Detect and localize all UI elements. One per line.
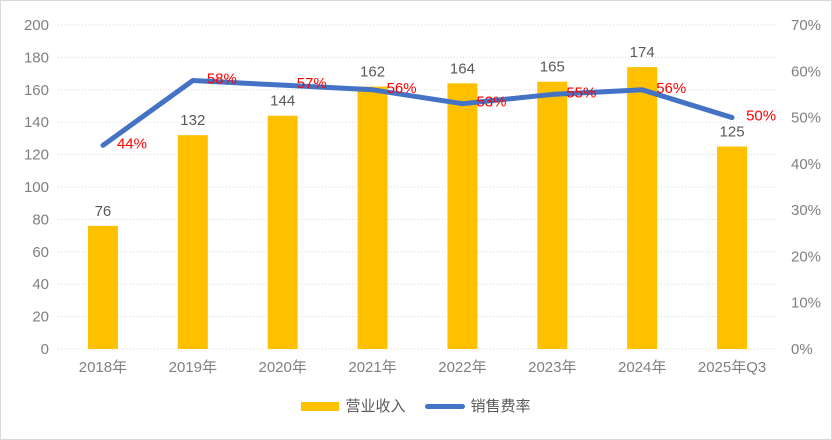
bar — [537, 81, 568, 349]
line-value-label: 44% — [117, 135, 147, 152]
line-value-label: 58% — [207, 71, 237, 88]
right-axis-tick-label: 60% — [791, 63, 821, 80]
bar-value-label: 132 — [180, 112, 205, 129]
legend-item-expense-rate: 销售费率 — [424, 398, 531, 415]
bar-value-label: 174 — [630, 44, 655, 61]
left-axis-tick-label: 160 — [24, 82, 49, 99]
left-axis-tick-label: 180 — [24, 49, 49, 66]
bar-value-label: 76 — [95, 203, 112, 220]
x-axis-tick-label: 2021年 — [348, 359, 396, 376]
line-value-label: 53% — [476, 94, 506, 111]
legend-label-revenue: 营业收入 — [345, 398, 406, 415]
bar-value-label: 125 — [720, 124, 745, 141]
bar-value-label: 144 — [270, 93, 295, 110]
bar — [267, 115, 298, 349]
left-axis-tick-label: 140 — [24, 114, 49, 131]
legend-item-revenue: 营业收入 — [301, 398, 406, 415]
x-axis-tick-label: 2023年 — [528, 359, 576, 376]
line-value-label: 57% — [297, 75, 327, 92]
left-axis-tick-label: 20 — [32, 309, 49, 326]
right-axis-tick-label: 70% — [791, 17, 821, 34]
bar — [447, 83, 478, 349]
chart-legend: 营业收入 销售费率 — [1, 399, 831, 414]
right-axis-tick-label: 20% — [791, 248, 821, 265]
line-value-label: 56% — [656, 80, 686, 97]
bar-value-label: 165 — [540, 59, 565, 76]
line-value-label: 55% — [566, 84, 596, 101]
expense-rate-line-swatch — [424, 404, 465, 409]
right-axis-tick-label: 0% — [791, 341, 813, 358]
x-axis-tick-label: 2025年Q3 — [698, 359, 766, 376]
series-line — [100, 78, 735, 148]
x-axis-tick-label: 2022年 — [438, 359, 486, 376]
left-axis-tick-label: 80 — [32, 211, 49, 228]
left-axis-tick-label: 0 — [41, 341, 49, 358]
left-axis-tick-label: 120 — [24, 147, 49, 164]
x-axis-tick-label: 2019年 — [169, 359, 217, 376]
left-axis-tick-label: 40 — [32, 276, 49, 293]
bar — [177, 135, 208, 349]
bar — [627, 67, 658, 350]
right-axis-tick-label: 50% — [791, 110, 821, 127]
bar-value-label: 164 — [450, 60, 475, 77]
legend-label-expense-rate: 销售费率 — [470, 398, 531, 415]
bar-value-label: 162 — [360, 64, 385, 81]
left-axis-tick-label: 200 — [24, 17, 49, 34]
line-value-label: 50% — [746, 108, 776, 125]
x-axis-tick-label: 2018年 — [79, 359, 127, 376]
x-axis-tick-label: 2024年 — [618, 359, 666, 376]
line-value-label: 56% — [387, 80, 417, 97]
bar — [87, 225, 118, 349]
right-axis-tick-label: 30% — [791, 202, 821, 219]
x-axis-tick-label: 2020年 — [259, 359, 307, 376]
bar — [357, 86, 388, 349]
right-axis-tick-label: 10% — [791, 295, 821, 312]
left-axis-tick-label: 60 — [32, 244, 49, 261]
right-axis-tick-label: 40% — [791, 156, 821, 173]
revenue-bar-swatch — [301, 402, 340, 411]
combo-chart-plot: 0 20 40 60 80 100 120 140 160 180 200 0% 10% 20% 30% 40… — [24, 17, 821, 376]
bar — [717, 146, 748, 349]
left-axis-tick-label: 100 — [24, 179, 49, 196]
